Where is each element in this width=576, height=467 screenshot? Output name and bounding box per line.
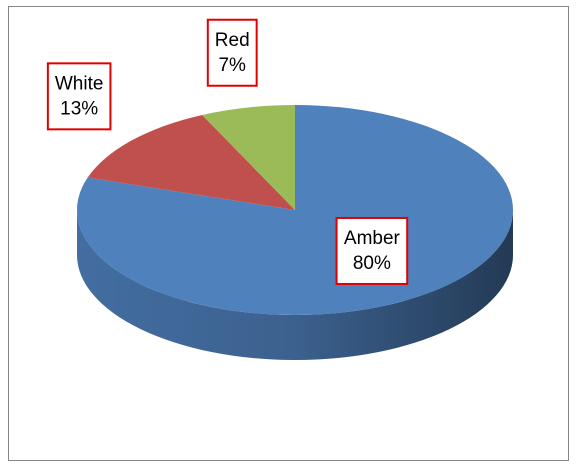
slice xyxy=(202,105,295,210)
data-label-box xyxy=(335,216,409,285)
data-label: Amber 80% xyxy=(335,216,409,285)
data-label-box xyxy=(46,62,112,131)
data-label-value: 7% xyxy=(218,55,246,76)
data-label-name: White xyxy=(55,73,104,94)
data-label-value: 13% xyxy=(60,98,98,119)
data-label-name: Red xyxy=(215,30,250,51)
data-label-box xyxy=(206,18,258,87)
slice-side-shade xyxy=(77,210,513,360)
data-label-value: 80% xyxy=(353,253,391,274)
data-label-name: Amber xyxy=(344,228,401,249)
slice xyxy=(87,114,295,210)
data-label: Red 7% xyxy=(206,18,258,87)
data-label: White 13% xyxy=(46,62,112,131)
